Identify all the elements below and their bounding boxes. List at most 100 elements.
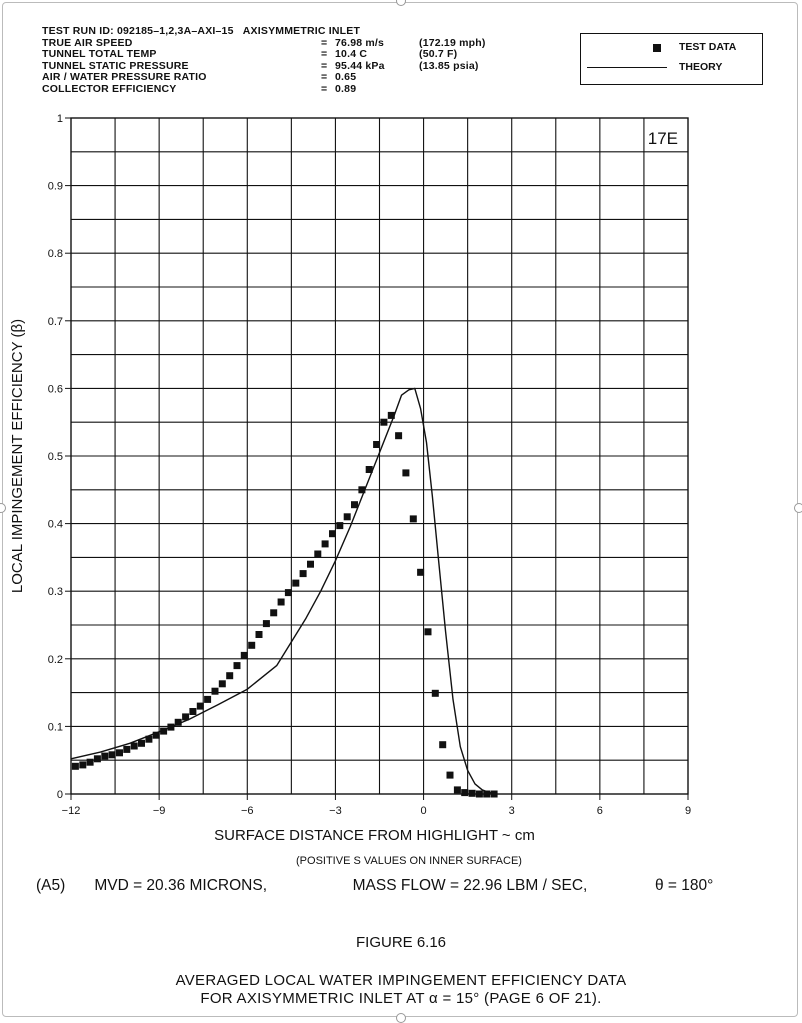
test-data-point [233, 662, 241, 670]
test-data-point [329, 530, 336, 538]
y-axis-label: LOCAL IMPINGEMENT EFFICIENCY (β) [9, 319, 26, 593]
test-data-point [167, 723, 175, 731]
test-data-point [299, 570, 307, 578]
test-data-point [160, 727, 168, 735]
test-data-point [116, 749, 123, 757]
y-tick-label: 1 [57, 113, 63, 125]
test-data-point [424, 628, 432, 636]
parameter-equals: = [321, 71, 328, 83]
case-id: (A5) [36, 877, 66, 894]
figure-title: AVERAGED LOCAL WATER IMPINGEMENT EFFICIE… [0, 972, 802, 1008]
x-tick-label: −9 [153, 805, 166, 817]
x-tick-label: −6 [241, 805, 254, 817]
x-tick-label: 0 [421, 805, 427, 817]
test-data-point [431, 689, 439, 697]
binder-hole-right [794, 503, 802, 513]
parameter-label: TRUE AIR SPEED [42, 36, 133, 49]
parameter-value: 0.65 [335, 71, 357, 83]
test-data-marker-swatch [653, 44, 661, 52]
test-data-point [101, 752, 109, 760]
y-tick-label: 0.8 [48, 248, 63, 260]
surface-note: (POSITIVE S VALUES ON INNER SURFACE) [296, 855, 522, 867]
test-data-point [108, 751, 116, 759]
test-data-point [93, 755, 101, 763]
test-data-point [446, 771, 454, 779]
parameter-label: COLLECTOR EFFICIENCY [42, 82, 177, 95]
test-data-point [255, 631, 263, 638]
x-tick-label: 9 [685, 805, 691, 817]
y-tick-label: 0.7 [48, 316, 63, 328]
parameter-value: 0.89 [335, 82, 357, 95]
parameter-equals: = [321, 82, 328, 95]
parameter-value: 95.44 kPa [335, 59, 385, 72]
test-data-point [86, 758, 94, 766]
parameter-value: 10.4 C [335, 48, 368, 60]
test-data-point [152, 731, 160, 739]
test-data-point [453, 786, 461, 794]
panel-tag: 17E [648, 129, 678, 148]
parameter-label: AIR / WATER PRESSURE RATIO [42, 71, 207, 83]
binder-hole-bottom [396, 1013, 406, 1023]
parameter-alt-unit: (172.19 mph) [419, 36, 486, 49]
test-data-point [130, 742, 138, 750]
test-data-point [417, 568, 425, 576]
test-data-point [145, 735, 153, 743]
test-data-point [196, 702, 204, 710]
parameter-row: TUNNEL STATIC PRESSURE = 95.44 kPa (13.85 p… [42, 59, 486, 73]
test-data-point [468, 789, 476, 797]
run-conditions-line: (A5) MVD = 20.36 MICRONS, MASS FLOW = 22… [36, 877, 713, 895]
test-data-point [343, 513, 351, 521]
legend-item-test-data: TEST DATA [581, 38, 762, 58]
test-data-point [218, 680, 226, 688]
test-data-point [321, 540, 329, 548]
test-data-point [365, 466, 373, 473]
parameter-alt-unit: (13.85 psia) [419, 59, 479, 72]
chart-legend: TEST DATA THEORY [580, 33, 763, 85]
test-data-point [138, 739, 145, 747]
legend-theory-label: THEORY [679, 61, 723, 73]
y-tick-label: 0.5 [48, 451, 63, 463]
inlet-config: AXISYMMETRIC INLET [242, 25, 361, 37]
test-run-id: 092185–1,2,3A–AXI–15 [116, 25, 234, 37]
test-data-point [226, 672, 234, 680]
test-data-point [189, 708, 197, 715]
test-run-label: TEST RUN ID: [42, 25, 114, 37]
mvd-value: MVD = 20.36 MICRONS, [94, 877, 268, 894]
y-tick-label: 0.4 [48, 519, 63, 531]
test-data-point [387, 411, 395, 419]
parameter-row: AIR / WATER PRESSURE RATIO = 0.65 [42, 71, 486, 84]
y-tick-label: 0.6 [48, 383, 63, 395]
test-data-point [402, 469, 410, 477]
test-data-point [439, 741, 447, 749]
parameter-label: TUNNEL TOTAL TEMP [42, 48, 157, 60]
test-data-point [123, 745, 131, 753]
test-data-point [380, 418, 388, 426]
parameter-equals: = [321, 36, 328, 49]
y-tick-label: 0.3 [48, 586, 63, 598]
test-data-point [351, 501, 358, 509]
test-data-point [292, 579, 300, 587]
x-tick-label: −12 [62, 805, 81, 817]
y-tick-label: 0.9 [48, 181, 63, 193]
test-data-point [248, 641, 256, 649]
legend-item-theory: THEORY [581, 58, 762, 78]
x-axis-label: SURFACE DISTANCE FROM HIGHLIGHT ~ cm [214, 827, 535, 844]
x-tick-label: −3 [329, 805, 342, 817]
test-data-point [461, 789, 469, 797]
test-parameters-block: TEST RUN ID: 092185–1,2,3A–AXI–15 AXISYM… [42, 25, 486, 95]
figure-number: FIGURE 6.16 [355, 934, 447, 951]
parameter-equals: = [321, 48, 328, 60]
legend-test-data-label: TEST DATA [679, 41, 737, 53]
test-data-point [483, 790, 491, 798]
y-tick-label: 0.1 [48, 721, 63, 733]
test-data-point [409, 515, 417, 523]
test-data-point [284, 589, 292, 597]
parameter-row: TUNNEL TOTAL TEMP = 10.4 C (50.7 F) [42, 48, 486, 61]
binder-hole-left [0, 503, 6, 513]
test-data-point [307, 560, 314, 568]
theory-line-swatch [587, 67, 667, 68]
test-data-point [71, 762, 79, 770]
test-data-point [211, 687, 219, 695]
test-data-point [395, 432, 403, 440]
parameter-label: TUNNEL STATIC PRESSURE [42, 59, 189, 72]
